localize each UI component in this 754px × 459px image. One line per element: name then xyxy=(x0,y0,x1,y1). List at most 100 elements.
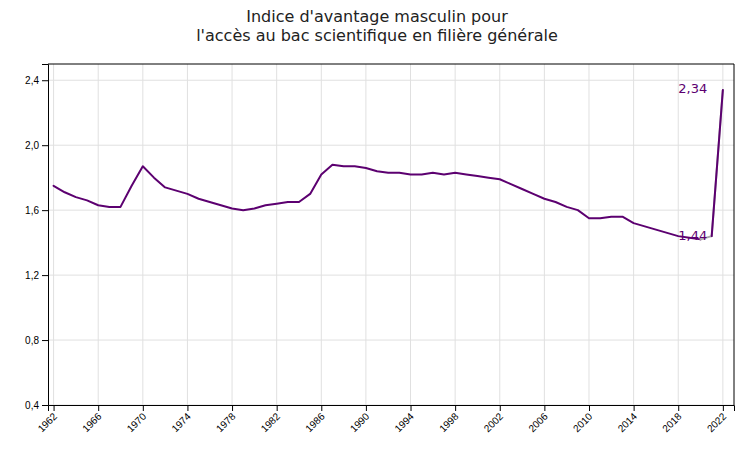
x-tick: 2022 xyxy=(705,405,729,434)
grid-line-x xyxy=(499,64,500,405)
x-tick-mark xyxy=(143,405,144,411)
x-tick-mark xyxy=(187,405,188,411)
x-tick: 1982 xyxy=(259,405,283,434)
grid-line-x xyxy=(544,64,545,405)
grid-line-x xyxy=(232,64,233,405)
y-tick: 0,4 xyxy=(25,400,48,411)
x-tick-mark xyxy=(277,405,278,411)
x-tick: 1978 xyxy=(214,405,238,434)
x-tick-label: 2018 xyxy=(660,410,684,434)
x-tick-mark xyxy=(634,405,635,411)
y-tick-label: 2,0 xyxy=(25,140,39,151)
x-tick-label: 2010 xyxy=(571,410,595,434)
y-tick-mark xyxy=(42,145,48,146)
y-tick-mark xyxy=(42,210,48,211)
x-tick-label: 1994 xyxy=(392,410,416,434)
y-tick-mark xyxy=(42,340,48,341)
title-line: Indice d'avantage masculin pour xyxy=(246,7,508,26)
x-tick-label: 1962 xyxy=(36,410,60,434)
y-tick-mark xyxy=(42,405,48,406)
x-tick-mark xyxy=(589,405,590,411)
x-tick-label: 2014 xyxy=(616,410,640,434)
x-tick-label: 1990 xyxy=(348,410,372,434)
annotation: 2,34 xyxy=(678,81,707,96)
grid-line-y xyxy=(48,145,734,146)
grid-line-x xyxy=(98,64,99,405)
grid xyxy=(48,64,734,405)
x-axis: 1962196619701974197819821986199019941998… xyxy=(36,405,735,434)
y-tick: 1,2 xyxy=(25,270,48,281)
x-axis-line xyxy=(49,406,735,412)
x-tick-label: 2002 xyxy=(482,410,506,434)
x-tick-label: 2006 xyxy=(526,410,550,434)
grid-line-x xyxy=(722,64,723,405)
x-tick-mark xyxy=(455,405,456,411)
grid-line-x xyxy=(455,64,456,405)
x-tick-label: 1982 xyxy=(259,410,283,434)
x-tick: 1962 xyxy=(36,405,60,434)
y-tick-label: 0,8 xyxy=(25,335,39,346)
grid-line-x xyxy=(142,64,143,405)
grid-line-x xyxy=(588,64,589,405)
y-tick-label: 1,6 xyxy=(25,205,39,216)
x-tick-mark xyxy=(366,405,367,411)
grid-line-x xyxy=(321,64,322,405)
grid-line-y xyxy=(48,275,734,276)
grid-line-y xyxy=(48,210,734,211)
x-tick-label: 2022 xyxy=(705,410,729,434)
grid-line-x xyxy=(365,64,366,405)
title: Indice d'avantage masculin pourl'accès a… xyxy=(196,7,558,45)
line-series xyxy=(701,90,723,239)
x-tick-mark xyxy=(544,405,545,411)
y-axis-line xyxy=(42,65,49,406)
x-tick: 1966 xyxy=(80,405,104,434)
x-tick-mark xyxy=(54,405,55,411)
x-tick: 1994 xyxy=(392,405,416,434)
x-tick-label: 1970 xyxy=(125,410,149,434)
y-tick: 2,0 xyxy=(25,140,48,151)
y-tick-mark xyxy=(42,275,48,276)
line-series xyxy=(54,165,701,240)
x-tick: 1970 xyxy=(125,405,149,434)
grid-line-x xyxy=(53,64,54,405)
x-tick: 1986 xyxy=(303,405,327,434)
x-tick-mark xyxy=(232,405,233,411)
x-tick-mark xyxy=(500,405,501,411)
grid-line-x xyxy=(276,64,277,405)
x-tick: 1990 xyxy=(348,405,372,434)
y-tick: 0,8 xyxy=(25,335,48,346)
grid-line-x xyxy=(187,64,188,405)
grid-line-y xyxy=(48,80,734,81)
lines xyxy=(54,90,723,239)
plot: 1962196619701974197819821986199019941998… xyxy=(25,64,734,434)
y-tick-label: 2,4 xyxy=(25,75,39,86)
x-tick-mark xyxy=(98,405,99,411)
x-tick-mark xyxy=(411,405,412,411)
x-tick: 2010 xyxy=(571,405,595,434)
y-tick-label: 0,4 xyxy=(25,400,39,411)
x-tick-mark xyxy=(321,405,322,411)
x-tick: 2002 xyxy=(482,405,506,434)
y-tick-mark xyxy=(42,80,48,81)
y-axis: 0,4 0,8 1,2 1,6 2,0 2,4 xyxy=(25,65,48,411)
x-tick: 2006 xyxy=(526,405,550,434)
line-series xyxy=(712,90,723,236)
grid-line-x xyxy=(410,64,411,405)
x-tick-mark xyxy=(723,405,724,411)
x-tick-label: 1978 xyxy=(214,410,238,434)
frame-top xyxy=(48,64,734,65)
annotation: 1,44 xyxy=(678,228,707,243)
grid-line-x xyxy=(633,64,634,405)
x-tick-mark xyxy=(678,405,679,411)
y-tick-label: 1,2 xyxy=(25,270,39,281)
x-tick-label: 1966 xyxy=(80,410,104,434)
y-tick: 2,4 xyxy=(25,75,48,86)
chart: Indice d'avantage masculin pourl'accès a… xyxy=(0,0,754,459)
x-tick: 2014 xyxy=(616,405,640,434)
x-tick-label: 1986 xyxy=(303,410,327,434)
x-tick-label: 1998 xyxy=(437,410,461,434)
x-tick: 2018 xyxy=(660,405,684,434)
x-tick: 1998 xyxy=(437,405,461,434)
grid-line-y xyxy=(48,340,734,341)
title-line: l'accès au bac scientifique en filière g… xyxy=(196,26,558,45)
